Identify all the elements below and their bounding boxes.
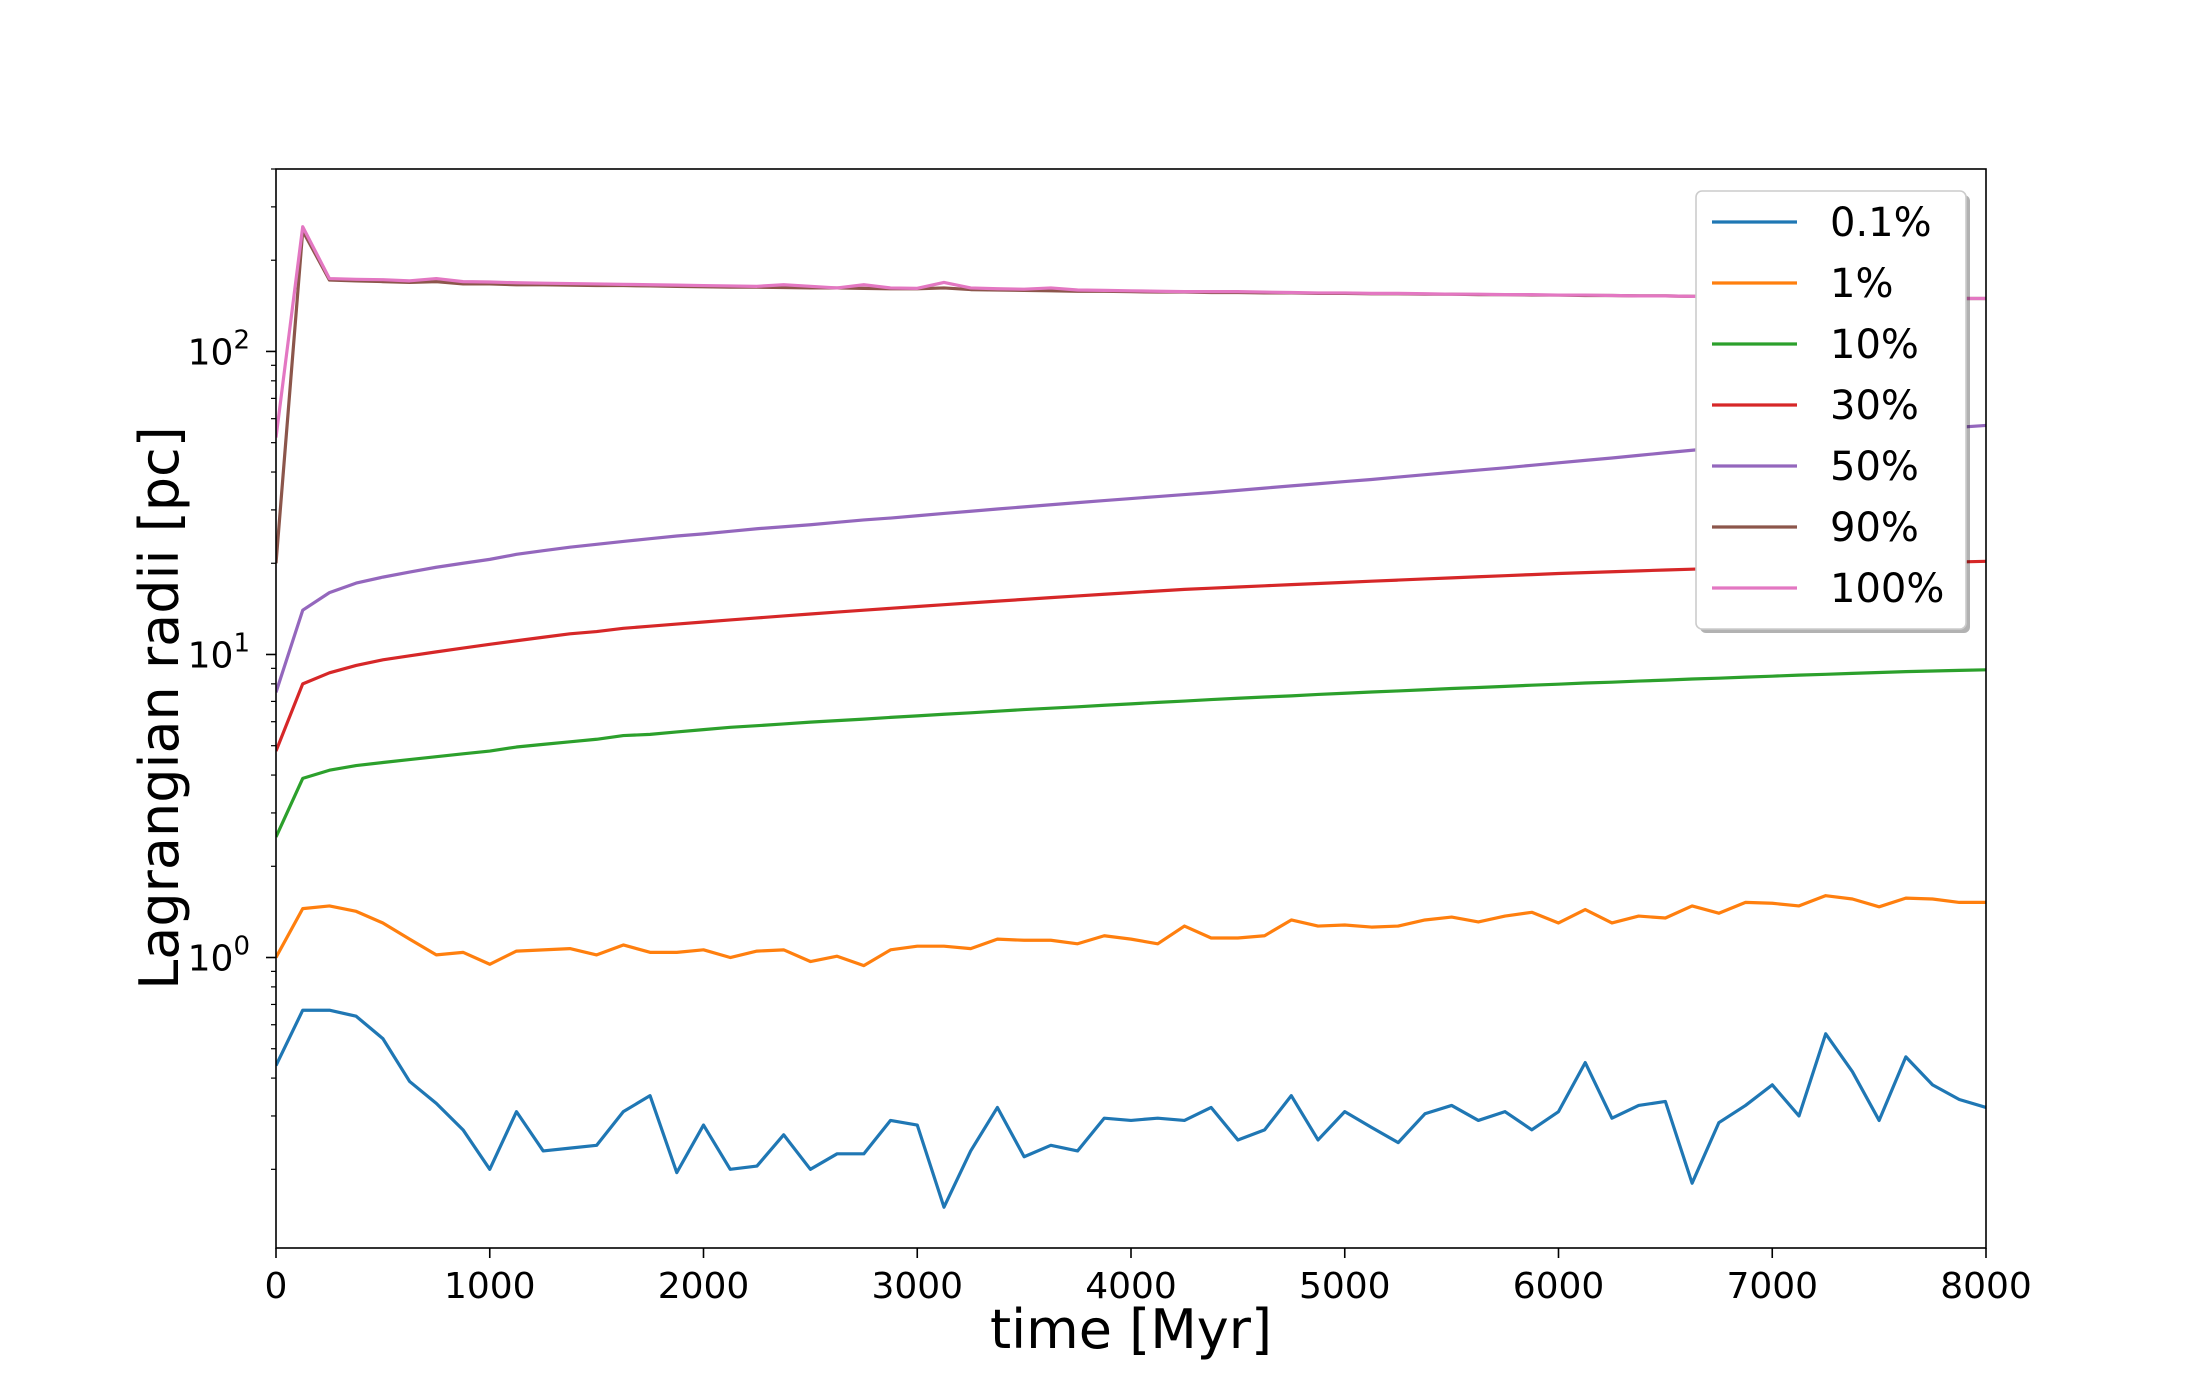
x-tick-label: 4000 [1085,1266,1177,1307]
legend-label: 0.1% [1830,200,1932,246]
x-tick-label: 3000 [871,1266,963,1307]
legend-item: 100% [1712,566,1944,612]
legend-item: 50% [1712,444,1919,490]
x-tick-label: 6000 [1513,1266,1605,1307]
legend-item: 10% [1712,322,1919,368]
x-axis: 0 1000 2000 3000 4000 5000 6000 7000 8000 [265,1248,2032,1307]
y-tick-label: 100 [188,932,250,980]
y-tick-base: 10 [188,635,234,676]
legend-label: 90% [1830,505,1919,551]
series-line-1pct [276,894,1986,968]
x-tick-label: 8000 [1940,1266,2032,1307]
legend-label: 30% [1830,383,1919,429]
x-tick-label: 2000 [658,1266,750,1307]
legend-item: 90% [1712,505,1919,551]
legend: 0.1% 1% 10% 30% 50% 90% 100% [1695,190,1970,633]
legend-item: 1% [1712,261,1893,307]
legend-label: 100% [1830,566,1944,612]
series-line-10pct [276,668,1986,838]
legend-label: 10% [1830,322,1919,368]
x-tick-label: 5000 [1299,1266,1391,1307]
legend-label: 50% [1830,444,1919,490]
y-axis-title: Lagrangian radii [pc] [128,426,191,990]
x-tick-label: 7000 [1726,1266,1818,1307]
y-tick-base: 10 [188,939,234,980]
legend-label: 1% [1830,261,1893,307]
legend-box [1695,190,1967,630]
series-line-0-1pct [276,1008,1986,1209]
y-tick-exponent: 0 [233,932,250,962]
y-tick-label: 101 [188,628,250,676]
y-tick-label: 102 [188,325,250,373]
y-tick-exponent: 2 [233,325,250,355]
x-tick-label: 0 [265,1266,288,1307]
x-tick-label: 1000 [444,1266,536,1307]
legend-item: 30% [1712,383,1919,429]
y-tick-exponent: 1 [233,628,250,658]
y-tick-base: 10 [188,332,234,373]
legend-item: 0.1% [1712,200,1932,246]
x-axis-title: time [Myr] [990,1298,1272,1361]
